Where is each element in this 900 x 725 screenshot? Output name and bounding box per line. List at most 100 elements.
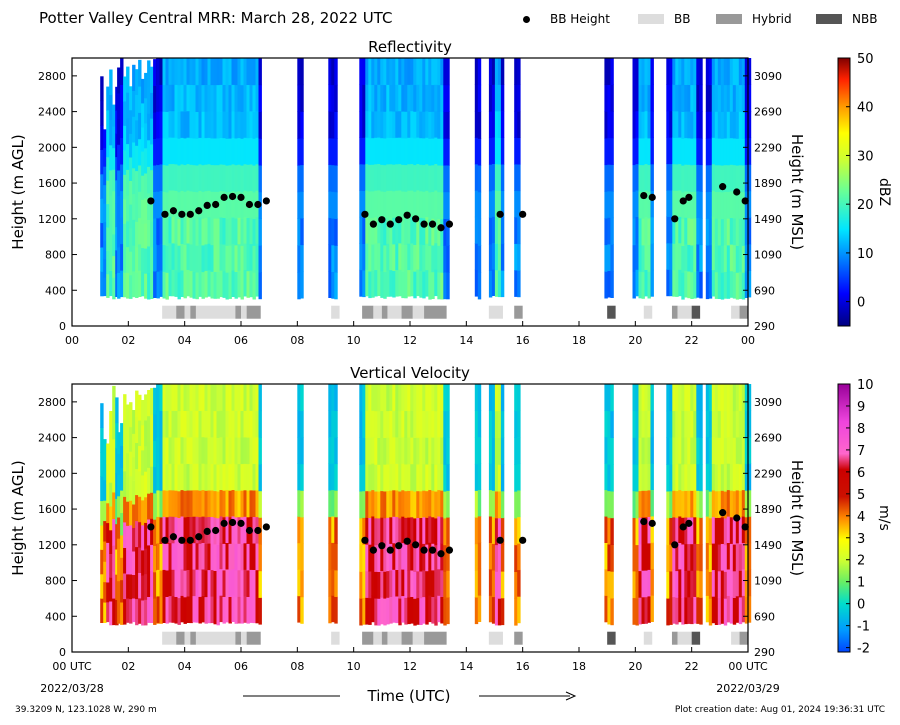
echo-cell bbox=[431, 245, 435, 273]
echo-cell bbox=[153, 571, 157, 599]
echo-cell bbox=[165, 165, 169, 193]
echo-cell bbox=[255, 84, 259, 112]
echo-cell bbox=[192, 384, 196, 411]
echo-cell bbox=[514, 437, 518, 465]
echo-cell bbox=[334, 516, 338, 544]
echo-cell bbox=[171, 595, 175, 623]
echo-cell bbox=[120, 579, 124, 603]
echo-cell bbox=[650, 542, 654, 570]
echo-cell bbox=[231, 190, 235, 218]
echo-cell bbox=[669, 163, 673, 191]
x-tick-label: 04 bbox=[178, 660, 192, 673]
echo-cell bbox=[109, 506, 113, 531]
echo-cell bbox=[255, 463, 259, 491]
echo-cell bbox=[228, 191, 232, 219]
echo-cell bbox=[678, 137, 682, 165]
echo-cell bbox=[401, 489, 405, 517]
bb-class-bb bbox=[677, 305, 692, 319]
echo-cell bbox=[443, 464, 447, 492]
colorbar-tick-label: 10 bbox=[857, 247, 874, 262]
echo-cell bbox=[434, 491, 438, 519]
echo-cell bbox=[216, 464, 220, 492]
echo-cell bbox=[729, 244, 734, 272]
echo-cell bbox=[383, 218, 387, 246]
x-axis-label: Time (UTC) bbox=[367, 687, 451, 705]
echo-cell bbox=[159, 463, 163, 491]
echo-cell bbox=[150, 492, 154, 519]
echo-cell bbox=[607, 464, 611, 492]
echo-cell bbox=[150, 272, 154, 299]
echo-cell bbox=[747, 243, 752, 271]
echo-cell bbox=[419, 164, 423, 192]
x-tick-label: 06 bbox=[234, 660, 248, 673]
echo-cell bbox=[431, 164, 435, 192]
echo-cell bbox=[497, 58, 502, 85]
echo-cell bbox=[690, 191, 694, 219]
echo-cell bbox=[228, 164, 232, 192]
echo-cell bbox=[666, 598, 670, 626]
echo-cell bbox=[741, 595, 746, 623]
echo-cell bbox=[380, 217, 384, 245]
echo-cell bbox=[198, 569, 202, 597]
echo-cell bbox=[422, 463, 426, 491]
echo-cell bbox=[383, 191, 387, 219]
echo-cell bbox=[207, 58, 211, 85]
echo-cell bbox=[717, 84, 722, 112]
bb-height-point bbox=[228, 518, 237, 527]
echo-cell bbox=[100, 76, 104, 102]
echo-cell bbox=[180, 270, 184, 297]
echo-cell bbox=[693, 490, 697, 518]
echo-cell bbox=[210, 84, 214, 112]
echo-cell bbox=[331, 463, 335, 491]
echo-cell bbox=[129, 251, 133, 276]
echo-cell bbox=[747, 270, 752, 298]
echo-cell bbox=[491, 437, 496, 465]
echo-cell bbox=[153, 414, 157, 441]
echo-cell bbox=[106, 180, 110, 205]
echo-cell bbox=[474, 437, 479, 465]
echo-cell bbox=[112, 190, 116, 213]
echo-cell bbox=[714, 138, 719, 166]
echo-cell bbox=[300, 596, 304, 624]
echo-cell bbox=[380, 410, 384, 438]
echo-cell bbox=[201, 218, 205, 246]
echo-cell bbox=[183, 517, 187, 544]
echo-cell bbox=[705, 436, 710, 464]
echo-cell bbox=[240, 191, 244, 220]
echo-cell bbox=[440, 165, 444, 193]
echo-cell bbox=[708, 598, 713, 626]
echo-cell bbox=[491, 490, 496, 518]
echo-cell bbox=[604, 595, 608, 623]
echo-cell bbox=[365, 437, 369, 465]
echo-cell bbox=[386, 570, 390, 598]
echo-cell bbox=[474, 570, 479, 598]
echo-cell bbox=[183, 138, 187, 166]
echo-cell bbox=[100, 100, 104, 126]
echo-cell bbox=[252, 218, 256, 246]
echo-cell bbox=[331, 384, 335, 411]
echo-cell bbox=[732, 464, 737, 492]
echo-column bbox=[514, 58, 518, 297]
echo-column bbox=[377, 58, 381, 296]
bb-class-hybrid bbox=[739, 631, 748, 645]
echo-column bbox=[189, 58, 193, 298]
echo-cell bbox=[237, 569, 241, 597]
echo-cell bbox=[334, 165, 338, 193]
echo-cell bbox=[109, 529, 113, 554]
echo-cell bbox=[132, 433, 136, 458]
echo-cell bbox=[425, 437, 429, 465]
echo-cell bbox=[106, 250, 110, 275]
echo-cell bbox=[491, 269, 496, 296]
echo-cell bbox=[635, 491, 639, 519]
echo-cell bbox=[735, 218, 740, 246]
echo-cell bbox=[234, 191, 238, 219]
y2-axis-label: Height (m MSL) bbox=[788, 460, 806, 576]
echo-cell bbox=[168, 84, 172, 112]
echo-cell bbox=[425, 544, 429, 572]
echo-column bbox=[249, 384, 253, 623]
echo-cell bbox=[407, 437, 411, 465]
echo-cell bbox=[380, 111, 384, 139]
echo-cell bbox=[371, 463, 375, 491]
echo-column bbox=[638, 384, 642, 625]
echo-cell bbox=[198, 243, 202, 271]
